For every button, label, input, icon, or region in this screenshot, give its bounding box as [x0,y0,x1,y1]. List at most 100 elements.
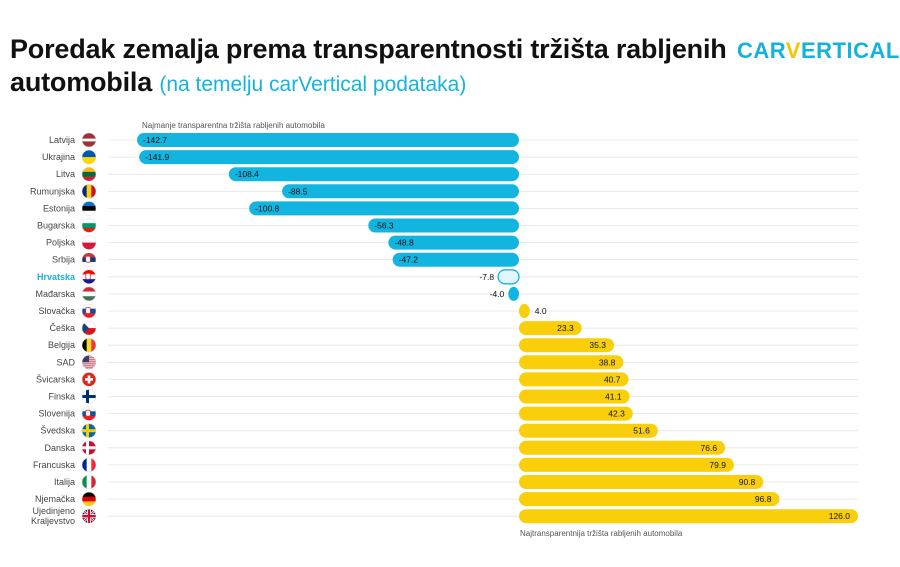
logo-v: V [785,38,801,63]
category-label-sad: SAD [56,357,75,367]
value-label-latvija: -142.7 [143,135,167,145]
category-label-ceska: Češka [49,323,75,333]
flag-ukrajina-icon [81,149,97,165]
category-label-poljska: Poljska [46,238,75,248]
flag-slovenija-icon [81,406,97,421]
flag-madarska-icon [81,286,97,302]
bar-slovacka [519,304,530,318]
value-label-hrvatska: -7.8 [479,272,494,282]
category-label-svicarska: Švicarska [36,374,75,384]
bar-latvija [137,133,519,147]
bar-sad [519,355,624,370]
category-label-belgija: Belgija [48,340,75,350]
flag-danska-icon [81,440,97,456]
category-label-njemacka: Njemačka [35,494,75,504]
logo-ertical: ERTICAL [800,38,900,63]
chart-title: Poredak zemalja prema transparentnosti t… [10,33,730,101]
annotation-bottom: Najtransparentnija tržišta rabljenih aut… [520,529,683,538]
category-label-madarska: Mađarska [35,289,75,299]
flag-latvija-icon [81,132,97,148]
flag-srbija-icon [81,252,97,267]
category-label-latvija: Latvija [49,135,75,145]
value-label-estonija: -100.8 [255,203,279,213]
category-label-italija: Italija [54,477,75,487]
value-label-rumunjska: -88.5 [288,186,308,196]
flag-njemacka-icon [81,491,97,507]
flag-belgija-icon [81,337,97,353]
bar-madarska [508,286,519,301]
category-label-bugarska: Bugarska [37,221,75,231]
value-label-svicarska: 40.7 [604,374,621,384]
bar-estonija [249,201,519,216]
bar-ujedinjeno-kraljevstvo [519,509,858,524]
bar-finska [519,389,630,404]
bar-hrvatska [497,269,520,285]
category-label-francuska: Francuska [33,460,75,470]
flags [81,132,97,524]
bar-litva [228,167,519,182]
category-labels: Latvija Ukrajina Litva Rumunjska Estonija Bug… [30,135,76,526]
value-label-francuska: 79.9 [709,460,726,470]
bar-slovenija [519,406,633,421]
value-label-njemacka: 96.8 [755,494,772,504]
flag-sad-icon [81,355,97,370]
value-label-srbija: -47.2 [399,255,419,265]
bar-francuska [519,457,734,472]
category-label-slovacka: Slovačka [38,306,75,316]
carvertical-logo: CARVERTICAL [737,38,900,64]
bar-bugarska [368,218,519,233]
bar-ceska [519,321,582,336]
category-label-srbija: Srbija [52,255,75,265]
category-label-danska: Danska [44,443,75,453]
title-main: Poredak zemalja prema transparentnosti t… [10,34,727,97]
title-subtitle: (na temelju carVertical podataka) [159,73,467,96]
flag-finska-icon [81,389,97,404]
value-label-ceska: 23.3 [557,323,574,333]
bar-njemacka [519,492,780,507]
bar-svedska [519,423,658,438]
value-label-finska: 41.1 [605,392,622,402]
bar-srbija [392,252,519,267]
flag-francuska-icon [81,457,97,473]
value-label-slovenija: 42.3 [608,409,625,419]
category-label-rumunjska: Rumunjska [30,186,75,196]
value-label-italija: 90.8 [739,477,756,487]
flag-estonija-icon [81,201,97,216]
value-labels: -142.7 -141.9 -108.4 -88.5 -100.8 -56.3-48.8 -… [143,135,850,521]
bar-ukrajina [139,150,520,165]
flag-ujedinjeno-kraljevstvo-icon [81,508,97,524]
category-label-svedska: Švedska [40,426,75,436]
flag-svicarska-icon [81,372,97,387]
flag-litva-icon [81,166,97,182]
flag-poljska-icon [81,235,97,250]
flag-ceska-icon [81,320,97,336]
value-label-svedska: 51.6 [633,426,650,436]
bar-rumunjska [282,184,519,199]
value-label-madarska: -4.0 [490,289,505,299]
category-label-litva: Litva [56,169,75,179]
value-label-bugarska: -56.3 [374,221,394,231]
category-label-ujedinjeno-kraljevstvo: Ujedinjeno Kraljevstvo [31,506,75,526]
flag-slovacka-icon [81,303,97,319]
value-label-slovacka: 4.0 [535,306,547,316]
bar-svicarska [519,372,629,387]
value-label-litva: -108.4 [235,169,259,179]
category-label-estonija: Estonija [43,203,75,213]
annotation-top: Najmanje transparentna tržišta rabljenih… [142,121,325,130]
flag-italija-icon [81,474,97,490]
value-label-ukrajina: -141.9 [145,152,169,162]
category-label-finska: Finska [48,392,75,402]
value-label-sad: 38.8 [599,357,616,367]
category-label-slovenija: Slovenija [38,409,75,419]
bar-danska [519,440,726,455]
flag-hrvatska-icon [81,269,97,285]
value-label-danska: 76.6 [701,443,718,453]
bar-belgija [519,338,614,353]
flag-svedska-icon [81,423,97,438]
value-label-poljska: -48.8 [394,238,414,248]
bar-italija [519,475,764,489]
category-label-ukrajina: Ukrajina [42,152,75,162]
category-label-hrvatska: Hrvatska [37,272,76,282]
flag-bugarska-icon [81,218,97,233]
